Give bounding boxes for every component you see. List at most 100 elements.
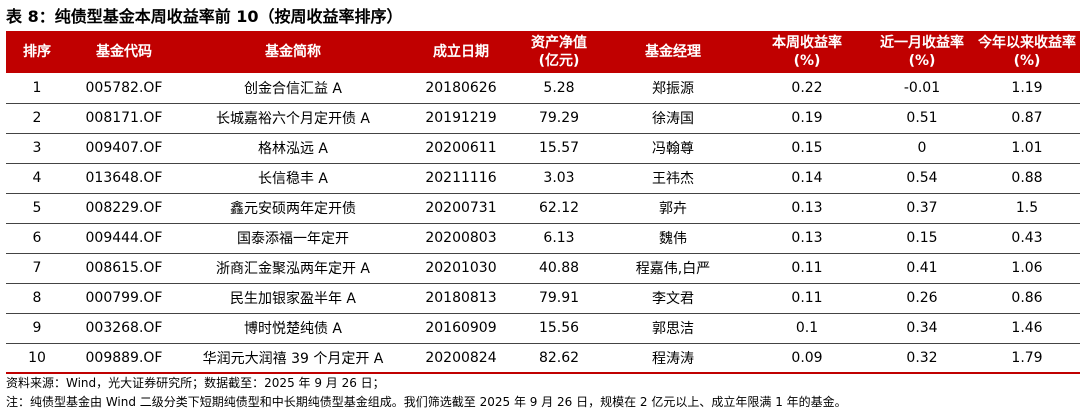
cell-rank: 1 — [6, 73, 68, 104]
cell-fund-manager: 郭卉 — [602, 193, 744, 224]
cell-weekly-return: 0.11 — [744, 283, 870, 314]
cell-inception-date: 20201030 — [406, 253, 516, 284]
table-row: 10 009889.OF 华润元大润禧 39 个月定开 A 20200824 82.62… — [6, 343, 1080, 374]
cell-fund-manager: 李文君 — [602, 283, 744, 314]
cell-fund-name: 浙商汇金聚泓两年定开 A — [180, 253, 406, 284]
cell-fund-manager: 程嘉伟,白严 — [602, 253, 744, 284]
cell-monthly-return: -0.01 — [870, 73, 974, 104]
cell-net-assets: 6.13 — [516, 223, 602, 254]
cell-net-assets: 79.29 — [516, 103, 602, 134]
cell-inception-date: 20191219 — [406, 103, 516, 134]
cell-fund-manager: 徐涛国 — [602, 103, 744, 134]
cell-ytd-return: 0.86 — [974, 283, 1080, 314]
cell-rank: 7 — [6, 253, 68, 284]
table-row: 4 013648.OF 长信稳丰 A 20211116 3.03 王祎杰 0.14 0.54 0… — [6, 163, 1080, 194]
cell-fund-manager: 程涛涛 — [602, 343, 744, 374]
cell-inception-date: 20180813 — [406, 283, 516, 314]
cell-rank: 3 — [6, 133, 68, 164]
footnote: 注：纯债型基金由 Wind 二级分类下短期纯债型和中长期纯债型基金组成。我们筛选… — [6, 395, 847, 409]
table-row: 9 003268.OF 博时悦楚纯债 A 20160909 15.56 郭思洁 0.1 0.3… — [6, 313, 1080, 344]
cell-rank: 5 — [6, 193, 68, 224]
cell-weekly-return: 0.22 — [744, 73, 870, 104]
table-body: 1 005782.OF 创金合信汇益 A 20180626 5.28 郑振源 0.22 -0.… — [6, 73, 1080, 374]
fund-ranking-table: 排序 基金代码 基金简称 成立日期 资产净值 (亿元) 基金经理 本周收益率 (%)… — [6, 31, 1080, 374]
col-header-text: 本周收益率 — [772, 35, 842, 51]
cell-fund-name: 华润元大润禧 39 个月定开 A — [180, 343, 406, 374]
cell-ytd-return: 1.06 — [974, 253, 1080, 284]
cell-ytd-return: 1.5 — [974, 193, 1080, 224]
col-header-text: 基金代码 — [96, 44, 152, 60]
cell-fund-name: 长城嘉裕六个月定开债 A — [180, 103, 406, 134]
col-header-text: (%) — [908, 53, 936, 69]
cell-fund-name: 长信稳丰 A — [180, 163, 406, 194]
col-header-text: 基金经理 — [645, 44, 701, 60]
cell-fund-name: 民生加银家盈半年 A — [180, 283, 406, 314]
cell-net-assets: 15.56 — [516, 313, 602, 344]
cell-ytd-return: 0.87 — [974, 103, 1080, 134]
cell-ytd-return: 0.43 — [974, 223, 1080, 254]
table-row: 3 009407.OF 格林泓远 A 20200611 15.57 冯翰尊 0.15 0 1.0… — [6, 133, 1080, 164]
cell-fund-name: 博时悦楚纯债 A — [180, 313, 406, 344]
table-title: 表 8：纯债型基金本周收益率前 10（按周收益率排序） — [6, 7, 403, 26]
cell-inception-date: 20200731 — [406, 193, 516, 224]
cell-fund-code: 008615.OF — [68, 253, 180, 284]
cell-fund-code: 009889.OF — [68, 343, 180, 374]
cell-fund-manager: 魏伟 — [602, 223, 744, 254]
cell-net-assets: 40.88 — [516, 253, 602, 284]
cell-weekly-return: 0.11 — [744, 253, 870, 284]
table-header: 排序 基金代码 基金简称 成立日期 资产净值 (亿元) 基金经理 本周收益率 (%)… — [6, 31, 1080, 73]
cell-weekly-return: 0.1 — [744, 313, 870, 344]
col-header-inception-date: 成立日期 — [406, 31, 516, 73]
col-header-fund-code: 基金代码 — [68, 31, 180, 73]
cell-monthly-return: 0.15 — [870, 223, 974, 254]
col-header-weekly-return: 本周收益率 (%) — [744, 31, 870, 73]
cell-net-assets: 15.57 — [516, 133, 602, 164]
col-header-fund-name: 基金简称 — [180, 31, 406, 73]
col-header-net-assets: 资产净值 (亿元) — [516, 31, 602, 73]
cell-rank: 10 — [6, 343, 68, 374]
col-header-text: (%) — [1013, 53, 1041, 69]
cell-inception-date: 20160909 — [406, 313, 516, 344]
cell-fund-code: 013648.OF — [68, 163, 180, 194]
cell-net-assets: 3.03 — [516, 163, 602, 194]
cell-weekly-return: 0.09 — [744, 343, 870, 374]
cell-monthly-return: 0.51 — [870, 103, 974, 134]
cell-weekly-return: 0.14 — [744, 163, 870, 194]
table-row: 2 008171.OF 长城嘉裕六个月定开债 A 20191219 79.29 徐涛国 0.… — [6, 103, 1080, 134]
cell-ytd-return: 1.01 — [974, 133, 1080, 164]
cell-rank: 9 — [6, 313, 68, 344]
cell-fund-code: 005782.OF — [68, 73, 180, 104]
cell-monthly-return: 0.32 — [870, 343, 974, 374]
cell-ytd-return: 0.88 — [974, 163, 1080, 194]
cell-fund-code: 003268.OF — [68, 313, 180, 344]
header-row: 排序 基金代码 基金简称 成立日期 资产净值 (亿元) 基金经理 本周收益率 (%)… — [6, 31, 1080, 73]
col-header-text: 成立日期 — [433, 44, 489, 60]
cell-fund-manager: 王祎杰 — [602, 163, 744, 194]
cell-net-assets: 62.12 — [516, 193, 602, 224]
cell-monthly-return: 0.34 — [870, 313, 974, 344]
cell-fund-code: 008229.OF — [68, 193, 180, 224]
cell-monthly-return: 0.41 — [870, 253, 974, 284]
cell-net-assets: 5.28 — [516, 73, 602, 104]
col-header-text: 基金简称 — [265, 44, 321, 60]
cell-fund-code: 009407.OF — [68, 133, 180, 164]
cell-ytd-return: 1.19 — [974, 73, 1080, 104]
cell-weekly-return: 0.13 — [744, 223, 870, 254]
cell-weekly-return: 0.13 — [744, 193, 870, 224]
col-header-text: (%) — [793, 53, 821, 69]
cell-ytd-return: 1.79 — [974, 343, 1080, 374]
col-header-ytd-return: 今年以来收益率 (%) — [974, 31, 1080, 73]
col-header-monthly-return: 近一月收益率 (%) — [870, 31, 974, 73]
cell-fund-code: 008171.OF — [68, 103, 180, 134]
cell-rank: 8 — [6, 283, 68, 314]
cell-weekly-return: 0.15 — [744, 133, 870, 164]
table-row: 7 008615.OF 浙商汇金聚泓两年定开 A 20201030 40.88 程嘉伟,白… — [6, 253, 1080, 284]
cell-net-assets: 79.91 — [516, 283, 602, 314]
cell-fund-name: 国泰添福一年定开 — [180, 223, 406, 254]
cell-weekly-return: 0.19 — [744, 103, 870, 134]
col-header-text: (亿元) — [538, 53, 580, 69]
cell-fund-name: 鑫元安硕两年定开债 — [180, 193, 406, 224]
col-header-text: 资产净值 — [531, 35, 587, 51]
col-header-fund-manager: 基金经理 — [602, 31, 744, 73]
cell-monthly-return: 0 — [870, 133, 974, 164]
